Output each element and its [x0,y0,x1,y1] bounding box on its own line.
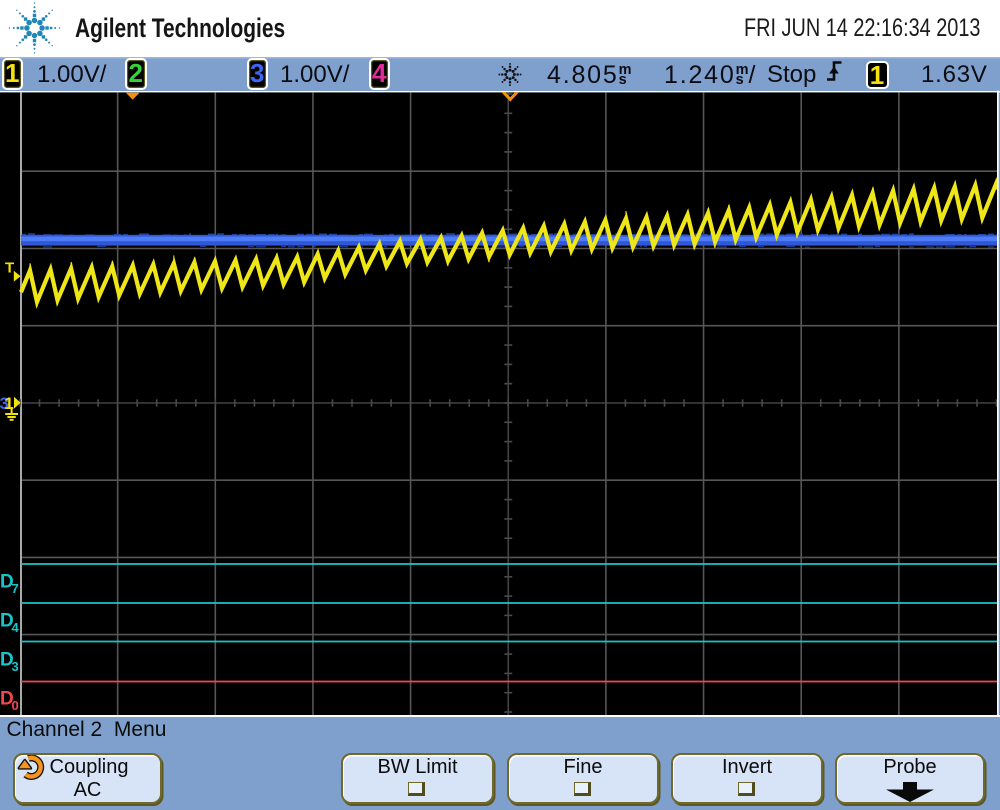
svg-text:D: D [0,611,14,632]
svg-text:4: 4 [12,620,20,635]
svg-text:3: 3 [0,394,9,413]
svg-text:T: T [5,260,14,277]
svg-text:3: 3 [12,659,19,674]
svg-text:1: 1 [4,394,13,413]
svg-text:D: D [0,650,14,671]
svg-text:7: 7 [12,581,19,596]
svg-text:D: D [0,689,14,710]
svg-text:D: D [0,572,14,593]
svg-text:0: 0 [12,698,19,713]
